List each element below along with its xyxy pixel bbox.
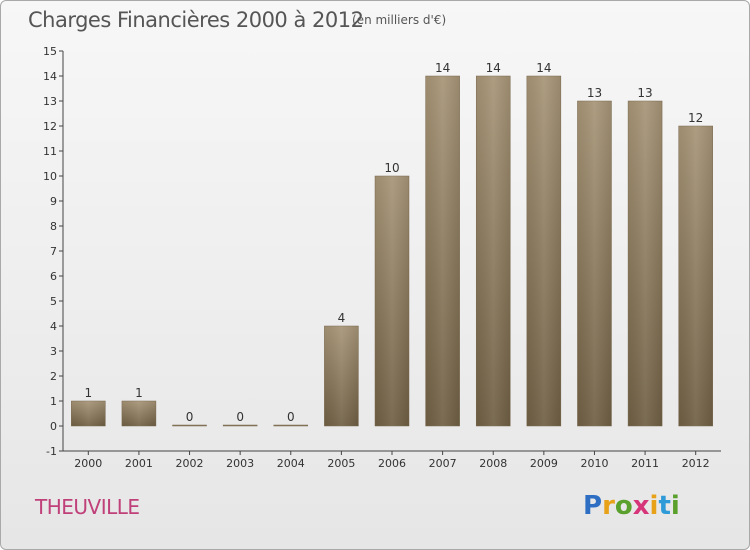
commune-name: THEUVILLE bbox=[35, 495, 140, 519]
bar-shade-2001 bbox=[121, 401, 156, 426]
bar-shade-2006 bbox=[375, 176, 409, 426]
y-tick-label: 0 bbox=[50, 420, 57, 433]
data-label: 1 bbox=[84, 386, 92, 400]
y-tick-label: 7 bbox=[50, 245, 57, 258]
logo-letter: r bbox=[602, 491, 615, 521]
logo-letter: x bbox=[632, 491, 650, 521]
y-tick-label: 4 bbox=[50, 320, 57, 333]
bar-shade-2011 bbox=[628, 101, 663, 426]
data-label: 0 bbox=[186, 410, 194, 424]
bar-2002 bbox=[172, 424, 207, 427]
data-label: 13 bbox=[587, 86, 602, 100]
bar-shade-2009 bbox=[526, 76, 561, 426]
data-label: 13 bbox=[637, 86, 652, 100]
y-tick-label: 14 bbox=[43, 70, 57, 83]
chart-title: Charges Financières 2000 à 2012 bbox=[28, 8, 364, 32]
proxiti-logo: Proxiti bbox=[583, 491, 680, 521]
y-tick-label: 10 bbox=[43, 170, 57, 183]
x-tick-label: 2012 bbox=[682, 457, 710, 470]
data-label: 12 bbox=[688, 111, 703, 125]
bar-shade-2012 bbox=[678, 126, 713, 426]
x-tick-label: 2000 bbox=[74, 457, 102, 470]
y-tick-label: 3 bbox=[50, 345, 57, 358]
bar-2003 bbox=[222, 424, 258, 427]
logo-letter: t bbox=[658, 491, 671, 521]
x-tick-label: 2010 bbox=[580, 457, 608, 470]
data-label: 1 bbox=[135, 386, 143, 400]
chart-subtitle: (en milliers d'€) bbox=[352, 13, 447, 27]
x-tick-label: 2009 bbox=[530, 457, 558, 470]
y-tick-label: 12 bbox=[43, 120, 57, 133]
y-tick-label: 9 bbox=[50, 195, 57, 208]
logo-letter: P bbox=[583, 491, 603, 521]
logo-letter: i bbox=[670, 491, 680, 521]
y-tick-label: -1 bbox=[46, 445, 57, 458]
data-label: 4 bbox=[338, 311, 346, 325]
x-tick-label: 2008 bbox=[479, 457, 507, 470]
y-tick-label: 6 bbox=[50, 270, 57, 283]
x-tick-label: 2005 bbox=[327, 457, 355, 470]
y-tick-label: 13 bbox=[43, 95, 57, 108]
y-tick-label: 5 bbox=[50, 295, 57, 308]
y-tick-label: 11 bbox=[43, 145, 57, 158]
data-label: 14 bbox=[486, 61, 501, 75]
y-tick-label: 1 bbox=[50, 395, 57, 408]
logo-letter: o bbox=[614, 491, 633, 521]
x-tick-label: 2004 bbox=[277, 457, 305, 470]
y-tick-label: 15 bbox=[43, 45, 57, 58]
bar-shade-2005 bbox=[324, 326, 359, 426]
y-tick-label: 8 bbox=[50, 220, 57, 233]
x-tick-label: 2002 bbox=[176, 457, 204, 470]
data-label: 10 bbox=[384, 161, 399, 175]
bar-shade-2010 bbox=[577, 101, 612, 426]
logo-letter: i bbox=[649, 491, 659, 521]
bar-shade-2000 bbox=[71, 401, 106, 426]
x-tick-label: 2011 bbox=[631, 457, 659, 470]
data-label: 0 bbox=[287, 410, 295, 424]
x-tick-label: 2001 bbox=[125, 457, 153, 470]
x-tick-label: 2003 bbox=[226, 457, 254, 470]
x-tick-label: 2006 bbox=[378, 457, 406, 470]
data-label: 14 bbox=[536, 61, 551, 75]
data-label: 14 bbox=[435, 61, 450, 75]
bar-shade-2007 bbox=[425, 76, 460, 426]
x-tick-label: 2007 bbox=[429, 457, 457, 470]
bar-2004 bbox=[273, 424, 309, 427]
data-label: 0 bbox=[236, 410, 244, 424]
y-tick-label: 2 bbox=[50, 370, 57, 383]
bar-shade-2008 bbox=[476, 76, 511, 426]
